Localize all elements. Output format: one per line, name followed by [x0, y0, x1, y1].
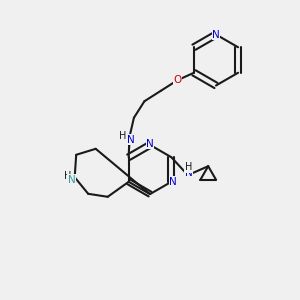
Text: N: N — [169, 177, 177, 187]
Text: N: N — [185, 168, 193, 178]
Text: H: H — [64, 171, 71, 181]
Text: H: H — [119, 131, 127, 141]
Text: N: N — [68, 175, 76, 185]
Text: N: N — [127, 135, 135, 145]
Text: N: N — [146, 139, 154, 149]
Text: O: O — [173, 75, 181, 85]
Text: H: H — [185, 162, 192, 172]
Text: N: N — [212, 29, 220, 40]
